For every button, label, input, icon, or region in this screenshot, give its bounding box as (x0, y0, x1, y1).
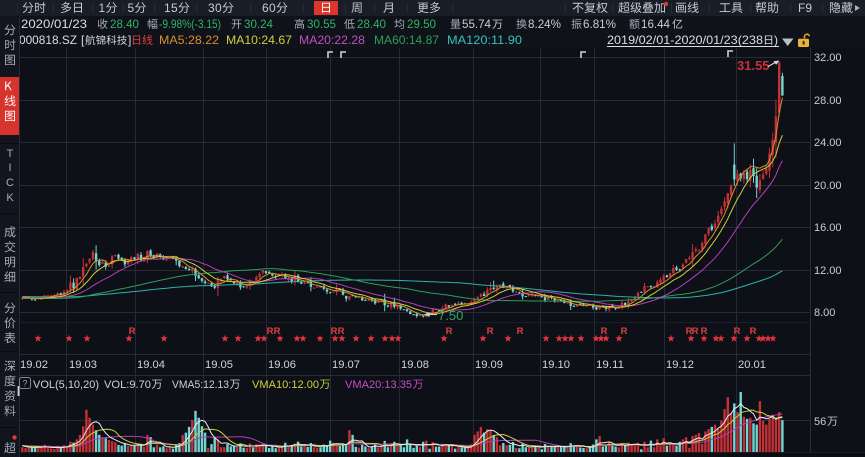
svg-text:R: R (446, 326, 453, 337)
svg-text:2020/01/23: 2020/01/23 (21, 17, 87, 31)
svg-text:12.00: 12.00 (814, 265, 842, 277)
svg-text:R: R (487, 326, 494, 337)
svg-text:16.44: 16.44 (641, 17, 670, 31)
svg-text:R: R (734, 326, 741, 337)
svg-text:19.07: 19.07 (332, 359, 360, 371)
svg-text:MA20:22.28: MA20:22.28 (299, 33, 365, 47)
svg-text:R: R (267, 326, 274, 337)
svg-text:R: R (274, 326, 281, 337)
svg-text:19.06: 19.06 (268, 359, 296, 371)
svg-text:VMA20:13.35: VMA20:13.35 (345, 379, 412, 391)
svg-text:R: R (692, 326, 699, 337)
svg-text:R: R (686, 326, 693, 337)
svg-text:R: R (601, 326, 608, 337)
svg-text:VMA5:12.13: VMA5:12.13 (172, 379, 229, 391)
svg-text:MA60:14.87: MA60:14.87 (374, 33, 439, 47)
svg-text:31.55: 31.55 (737, 58, 770, 73)
svg-text:19.10: 19.10 (542, 359, 570, 371)
svg-text:29.50: 29.50 (407, 17, 436, 31)
svg-text:R: R (701, 326, 708, 337)
svg-text:R: R (750, 326, 757, 337)
svg-text:K: K (6, 192, 14, 204)
svg-text:19.03: 19.03 (69, 359, 97, 371)
svg-text:0: 0 (215, 1, 222, 15)
svg-text:19.02: 19.02 (20, 359, 48, 371)
svg-text:VMA10:12.00: VMA10:12.00 (252, 379, 319, 391)
svg-text:32.00: 32.00 (814, 52, 842, 64)
svg-text:I: I (8, 162, 11, 174)
svg-text:19.11: 19.11 (596, 359, 624, 371)
svg-text:3: 3 (208, 1, 215, 15)
svg-text:28.40: 28.40 (357, 17, 386, 31)
svg-text:MA5:28.22: MA5:28.22 (159, 33, 219, 47)
svg-text:20.01: 20.01 (738, 359, 766, 371)
svg-text:0: 0 (269, 1, 276, 15)
svg-text:19.05: 19.05 (205, 359, 233, 371)
svg-text:8.24%: 8.24% (528, 17, 561, 31)
svg-text:): ) (774, 33, 778, 47)
svg-text:55.74: 55.74 (462, 17, 491, 31)
svg-text:1: 1 (164, 1, 171, 15)
svg-text:MA10:24.67: MA10:24.67 (226, 33, 292, 47)
svg-text:[: [ (81, 33, 85, 47)
svg-text:R: R (129, 326, 136, 337)
svg-text:30.24: 30.24 (244, 17, 273, 31)
svg-text:R: R (331, 326, 338, 337)
svg-text:R: R (338, 326, 345, 337)
svg-text:-9.98%(-3.15): -9.98%(-3.15) (159, 17, 221, 31)
svg-text:19.08: 19.08 (401, 359, 429, 371)
svg-text:C: C (6, 177, 14, 189)
svg-text:28.00: 28.00 (814, 95, 842, 107)
svg-text:8.00: 8.00 (814, 307, 835, 319)
svg-text:6.81%: 6.81% (583, 17, 616, 31)
svg-text:16.00: 16.00 (814, 222, 842, 234)
svg-text:F9: F9 (798, 1, 812, 15)
svg-text:R: R (621, 326, 628, 337)
svg-text:VOL(5,10,20): VOL(5,10,20) (33, 379, 99, 391)
svg-text:20.00: 20.00 (814, 180, 842, 192)
svg-text:000818.SZ: 000818.SZ (19, 33, 77, 47)
svg-text:28.40: 28.40 (110, 17, 139, 31)
svg-text:5: 5 (128, 1, 135, 15)
svg-text:1: 1 (99, 1, 106, 15)
svg-text:19.09: 19.09 (475, 359, 503, 371)
svg-text:T: T (7, 148, 14, 160)
svg-text:24.00: 24.00 (814, 137, 842, 149)
svg-text:19.12: 19.12 (666, 359, 694, 371)
svg-text:30.55: 30.55 (307, 17, 336, 31)
svg-text:]: ] (128, 33, 131, 47)
svg-text:7.50: 7.50 (438, 308, 463, 323)
svg-text:6: 6 (262, 1, 269, 15)
svg-text:19.04: 19.04 (137, 359, 165, 371)
svg-text:5: 5 (171, 1, 178, 15)
svg-text:R: R (517, 326, 524, 337)
svg-text:VOL:9.70: VOL:9.70 (104, 379, 151, 391)
svg-text:MA120:11.90: MA120:11.90 (447, 33, 522, 47)
svg-text:?: ? (22, 379, 27, 389)
svg-text:2019/02/01-2020/01/23(238: 2019/02/01-2020/01/23(238 (607, 33, 763, 47)
svg-text:56: 56 (814, 416, 826, 428)
